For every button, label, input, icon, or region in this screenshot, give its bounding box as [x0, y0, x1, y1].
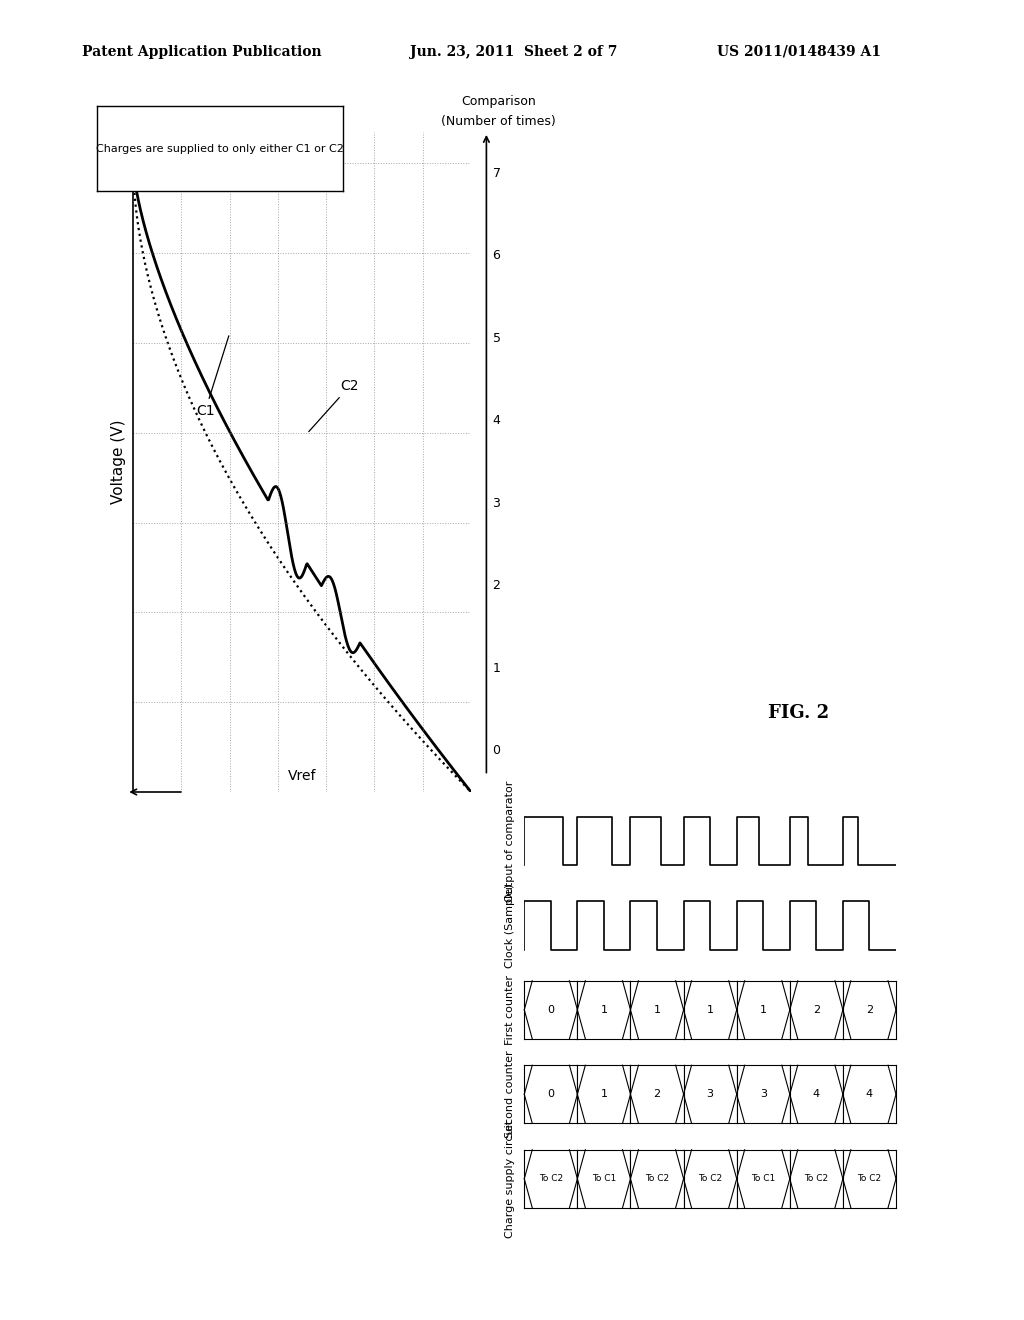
Text: Second counter: Second counter	[505, 1051, 515, 1138]
Text: Comparison: Comparison	[462, 95, 536, 108]
Text: To C2: To C2	[698, 1175, 722, 1183]
Text: To C2: To C2	[539, 1175, 563, 1183]
Text: 2: 2	[813, 1005, 820, 1015]
Text: To C1: To C1	[752, 1175, 775, 1183]
Text: 6: 6	[493, 249, 501, 263]
Text: First counter: First counter	[505, 974, 515, 1045]
Text: To C1: To C1	[592, 1175, 616, 1183]
Text: Vref: Vref	[288, 768, 316, 783]
Text: 1: 1	[600, 1089, 607, 1100]
Text: 2: 2	[653, 1089, 660, 1100]
Text: Charges are supplied to only either C1 or C2: Charges are supplied to only either C1 o…	[96, 144, 344, 153]
Text: Output of comparator: Output of comparator	[505, 780, 515, 902]
Text: 2: 2	[493, 579, 501, 593]
Text: Patent Application Publication: Patent Application Publication	[82, 45, 322, 59]
Y-axis label: Voltage (V): Voltage (V)	[112, 420, 126, 504]
Text: 4: 4	[866, 1089, 873, 1100]
Text: Charge supply circuit: Charge supply circuit	[505, 1119, 515, 1238]
Text: 2: 2	[866, 1005, 873, 1015]
Text: To C2: To C2	[857, 1175, 882, 1183]
Text: 4: 4	[493, 414, 501, 428]
Text: US 2011/0148439 A1: US 2011/0148439 A1	[717, 45, 881, 59]
Text: 1: 1	[493, 661, 501, 675]
Text: FIG. 2: FIG. 2	[768, 704, 829, 722]
Text: To C2: To C2	[645, 1175, 669, 1183]
Text: Clock (Sample): Clock (Sample)	[505, 883, 515, 968]
Text: 7: 7	[493, 166, 501, 180]
Text: 3: 3	[760, 1089, 767, 1100]
Text: C1: C1	[196, 335, 228, 418]
Text: 1: 1	[760, 1005, 767, 1015]
Text: 1: 1	[653, 1005, 660, 1015]
Text: 3: 3	[707, 1089, 714, 1100]
Text: 3: 3	[493, 496, 501, 510]
Text: Jun. 23, 2011  Sheet 2 of 7: Jun. 23, 2011 Sheet 2 of 7	[410, 45, 617, 59]
Text: C2: C2	[309, 379, 359, 432]
Text: 4: 4	[813, 1089, 820, 1100]
Text: (Number of times): (Number of times)	[441, 115, 556, 128]
Text: 1: 1	[707, 1005, 714, 1015]
Text: 1: 1	[600, 1005, 607, 1015]
Text: 0: 0	[493, 744, 501, 758]
Text: To C2: To C2	[804, 1175, 828, 1183]
Text: 0: 0	[548, 1005, 554, 1015]
Text: 0: 0	[548, 1089, 554, 1100]
Text: 5: 5	[493, 331, 501, 345]
